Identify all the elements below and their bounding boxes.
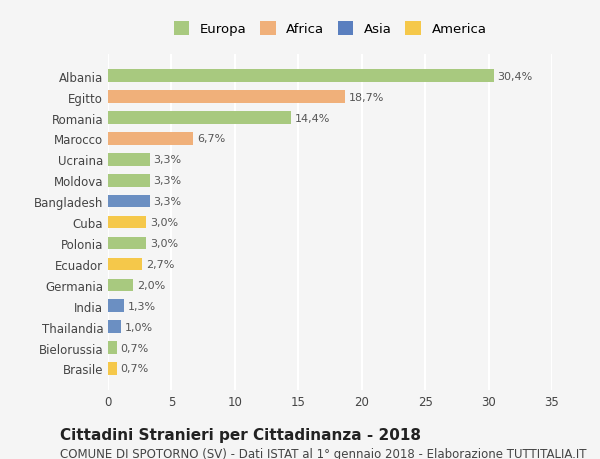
Text: 3,0%: 3,0%: [150, 239, 178, 248]
Bar: [108, 363, 117, 375]
Text: 3,3%: 3,3%: [154, 197, 182, 207]
Bar: [108, 237, 146, 250]
Text: 3,0%: 3,0%: [150, 218, 178, 228]
Bar: [108, 279, 133, 291]
Bar: [108, 174, 150, 187]
Text: COMUNE DI SPOTORNO (SV) - Dati ISTAT al 1° gennaio 2018 - Elaborazione TUTTITALI: COMUNE DI SPOTORNO (SV) - Dati ISTAT al …: [60, 448, 587, 459]
Bar: [108, 196, 150, 208]
Bar: [108, 300, 124, 312]
Text: 6,7%: 6,7%: [197, 134, 225, 144]
Text: 2,7%: 2,7%: [146, 259, 175, 269]
Bar: [108, 258, 142, 271]
Text: 30,4%: 30,4%: [497, 72, 533, 82]
Bar: [108, 112, 290, 124]
Text: Cittadini Stranieri per Cittadinanza - 2018: Cittadini Stranieri per Cittadinanza - 2…: [60, 427, 421, 442]
Bar: [108, 91, 345, 104]
Bar: [108, 154, 150, 166]
Bar: [108, 70, 494, 83]
Bar: [108, 321, 121, 333]
Bar: [108, 341, 117, 354]
Text: 14,4%: 14,4%: [295, 113, 330, 123]
Text: 3,3%: 3,3%: [154, 155, 182, 165]
Bar: [108, 133, 193, 146]
Text: 1,3%: 1,3%: [128, 301, 157, 311]
Text: 0,7%: 0,7%: [121, 364, 149, 374]
Text: 1,0%: 1,0%: [124, 322, 152, 332]
Text: 2,0%: 2,0%: [137, 280, 166, 290]
Text: 0,7%: 0,7%: [121, 343, 149, 353]
Legend: Europa, Africa, Asia, America: Europa, Africa, Asia, America: [170, 18, 490, 40]
Bar: [108, 216, 146, 229]
Text: 3,3%: 3,3%: [154, 176, 182, 186]
Text: 18,7%: 18,7%: [349, 92, 385, 102]
